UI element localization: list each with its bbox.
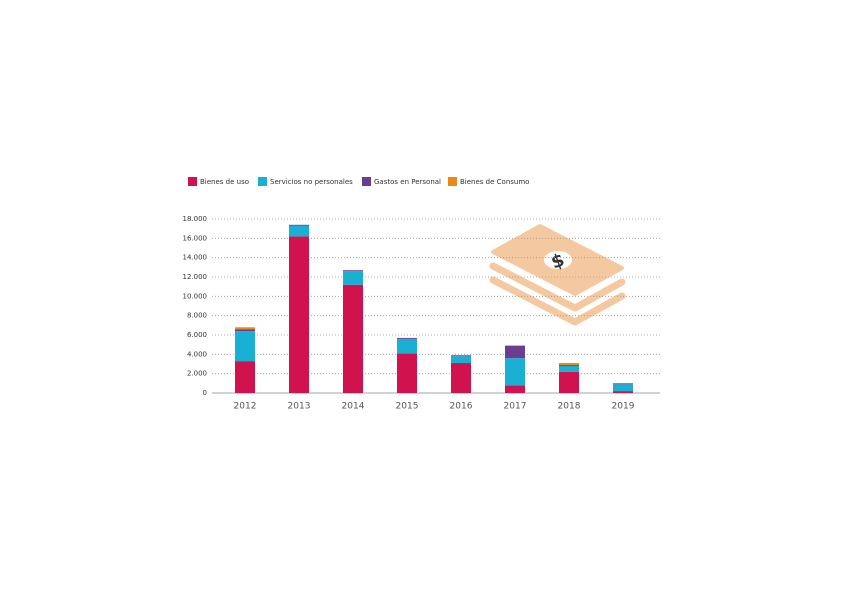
bar-segment	[235, 329, 255, 332]
y-tick-label: 18.000	[183, 215, 208, 223]
bar-segment	[343, 284, 363, 393]
bar-segment	[505, 358, 525, 386]
legend-label: Bienes de uso	[200, 178, 249, 186]
legend-label: Gastos en Personal	[374, 178, 441, 186]
bar-segment	[559, 364, 579, 366]
x-tick-label: 2013	[288, 402, 311, 412]
bar-segment	[505, 345, 525, 359]
legend-swatch	[362, 177, 371, 186]
bar-segment	[451, 356, 471, 364]
bar-segment	[451, 355, 471, 357]
bar-segment	[505, 385, 525, 393]
y-tick-label: 14.000	[183, 254, 208, 262]
legend-label: Bienes de Consumo	[460, 178, 529, 186]
y-tick-label: 10.000	[183, 292, 208, 300]
bar-segment	[289, 224, 309, 226]
bar-segment	[451, 363, 471, 393]
x-tick-label: 2014	[342, 402, 365, 412]
x-tick-label: 2017	[504, 402, 527, 412]
bar-segment	[397, 337, 417, 339]
bar-segment	[289, 236, 309, 393]
bar-segment	[235, 327, 255, 330]
legend-swatch	[188, 177, 197, 186]
bar-segment	[235, 361, 255, 393]
y-tick-label: 8.000	[187, 312, 207, 320]
bar-segment	[397, 353, 417, 393]
bar-segment	[343, 270, 363, 272]
y-tick-label: 16.000	[183, 234, 208, 242]
y-tick-label: 2.000	[187, 370, 207, 378]
bar-segment	[559, 363, 579, 365]
y-tick-label: 12.000	[183, 273, 208, 281]
bar-segment	[559, 371, 579, 393]
bar-segment	[613, 384, 633, 392]
bar-segment	[343, 271, 363, 285]
x-tick-label: 2012	[234, 402, 257, 412]
money-icon: $	[489, 224, 626, 326]
bar-segment	[613, 391, 633, 393]
bar-segment	[559, 365, 579, 372]
y-tick-label: 4.000	[187, 350, 207, 358]
x-tick-label: 2015	[396, 402, 419, 412]
legend-label: Servicios no personales	[270, 178, 353, 186]
y-tick-label: 6.000	[187, 331, 207, 339]
x-tick-label: 2018	[558, 402, 581, 412]
y-tick-label: 0	[203, 389, 207, 397]
legend-swatch	[448, 177, 457, 186]
bar-segment	[397, 338, 417, 354]
bar-segment	[289, 225, 309, 237]
bar-segment	[235, 331, 255, 362]
bar-segment	[613, 383, 633, 385]
x-tick-label: 2019	[612, 402, 635, 412]
x-tick-label: 2016	[450, 402, 473, 412]
legend-swatch	[258, 177, 267, 186]
